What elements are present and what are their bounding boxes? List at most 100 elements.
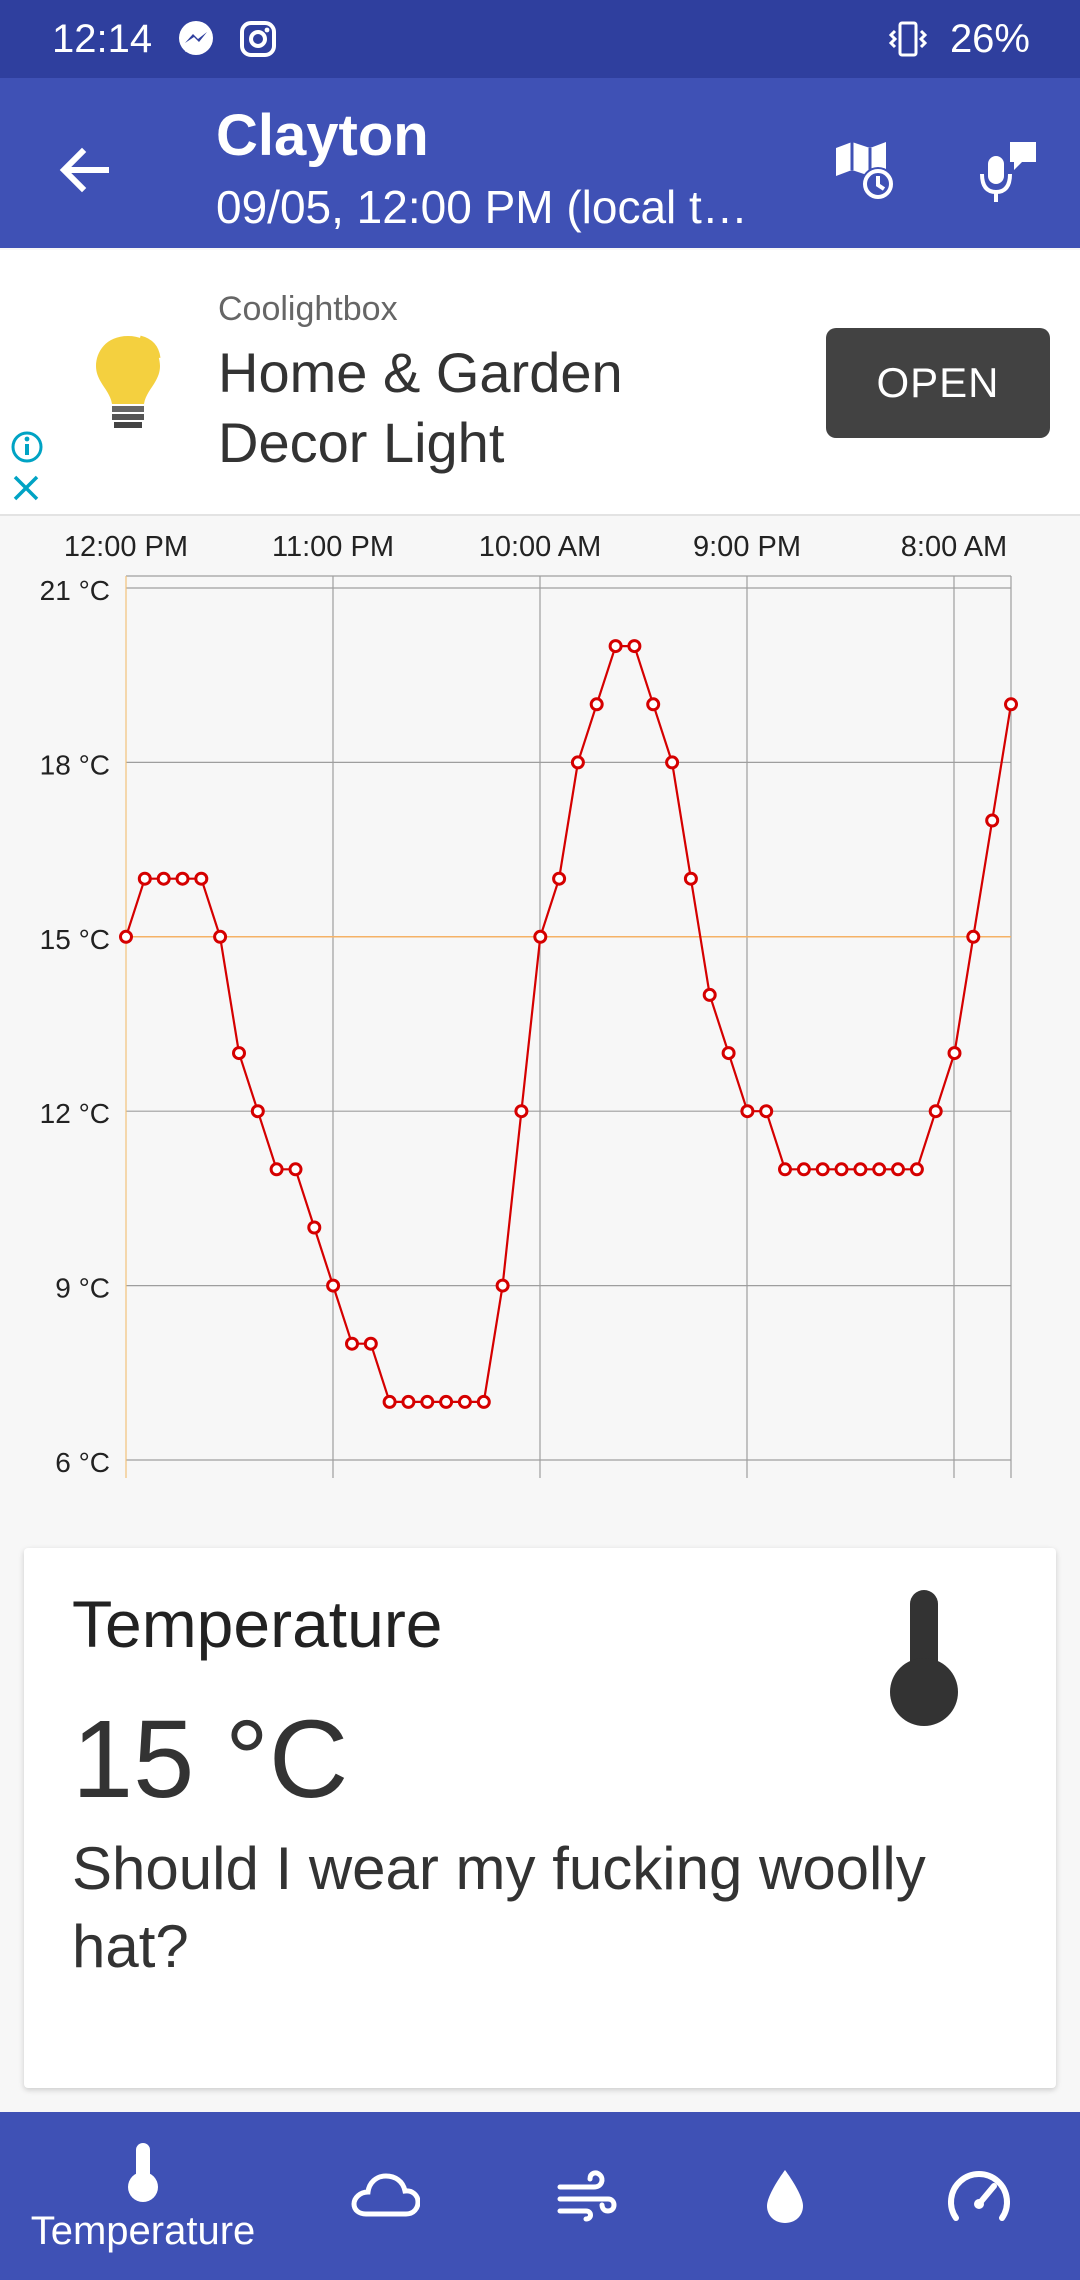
chart-x-tick-label: 9:00 PM — [693, 531, 801, 563]
chart-data-point — [721, 1046, 736, 1061]
bottom-navigation: Temperature — [0, 2112, 1080, 2280]
nav-wind[interactable] — [532, 2112, 642, 2280]
chart-y-tick-label: 12 °C — [40, 1098, 110, 1129]
wind-icon — [557, 2170, 617, 2222]
chart-data-point — [363, 1336, 378, 1351]
chart-x-tick-label: 10:00 AM — [479, 531, 602, 563]
chart-data-point — [345, 1336, 359, 1351]
thermometer-icon — [128, 2142, 158, 2202]
vibrate-icon — [888, 21, 928, 57]
chart-data-point — [288, 1162, 303, 1177]
app-bar: Clayton 09/05, 12:00 PM (local t… — [0, 78, 1080, 248]
chart-plot-area — [126, 576, 1011, 1460]
chart-data-point — [815, 1162, 830, 1177]
chart-data-point — [796, 1162, 811, 1177]
chart-data-point — [232, 1046, 246, 1061]
voice-feedback-button[interactable] — [962, 126, 1052, 216]
chart-data-point — [382, 1394, 397, 1409]
status-bar: 12:14 26% — [0, 0, 1080, 78]
chart-y-tick-label: 6 °C — [55, 1447, 110, 1478]
chart-data-point — [1004, 697, 1018, 712]
chart-data-point — [627, 639, 642, 654]
chart-data-point — [872, 1162, 887, 1177]
chart-data-point — [966, 929, 981, 944]
chart-data-point — [137, 871, 152, 886]
chart-data-point — [759, 1104, 774, 1119]
chart-data-point — [683, 871, 698, 886]
ad-open-button[interactable]: OPEN — [826, 328, 1050, 438]
nav-temperature[interactable]: Temperature — [0, 2112, 286, 2280]
mic-chat-icon — [980, 142, 1036, 202]
chart-data-point — [589, 697, 604, 712]
back-button[interactable] — [44, 130, 124, 210]
bulb-icon — [88, 328, 168, 443]
ad-close-icon[interactable] — [10, 472, 42, 509]
chart-data-point — [213, 929, 228, 944]
instagram-icon — [238, 19, 278, 59]
messenger-icon — [176, 19, 216, 59]
chart-data-point — [326, 1278, 341, 1293]
chart-data-point — [156, 871, 171, 886]
nav-clouds[interactable] — [330, 2112, 440, 2280]
map-history-button[interactable] — [820, 126, 910, 216]
ad-info-icon[interactable] — [10, 430, 44, 469]
nav-pressure[interactable] — [924, 2112, 1034, 2280]
chart-y-tick-label: 9 °C — [55, 1273, 110, 1304]
chart-y-tick-label: 21 °C — [40, 575, 110, 606]
chart-data-point — [420, 1394, 435, 1409]
chart-data-point — [928, 1104, 943, 1119]
chart-data-point — [646, 697, 661, 712]
chart-data-point — [476, 1394, 491, 1409]
card-title: Temperature — [72, 1587, 443, 1661]
chart-data-point — [740, 1104, 755, 1119]
chart-data-point — [909, 1162, 924, 1177]
chart-x-tick-label: 11:00 PM — [272, 531, 394, 563]
battery-level: 26% — [949, 16, 1030, 61]
chart-data-point — [985, 813, 1000, 828]
chart-data-point — [552, 871, 567, 886]
ad-headline: Home & Garden Decor Light — [218, 341, 623, 474]
thermometer-icon — [886, 1584, 962, 1737]
chart-y-tick-label: 15 °C — [40, 924, 110, 955]
water-drop-icon — [767, 2170, 803, 2223]
chart-data-point — [665, 755, 680, 770]
chart-x-tick-label: 12:00 PM — [64, 531, 188, 563]
map-clock-icon — [836, 142, 895, 201]
chart-data-point — [269, 1162, 284, 1177]
chart-data-point — [891, 1162, 905, 1177]
nav-precipitation[interactable] — [730, 2112, 840, 2280]
chart-data-point — [457, 1394, 472, 1409]
chart-data-point — [533, 929, 548, 944]
chart-data-point — [853, 1162, 868, 1177]
chart-data-point — [250, 1104, 265, 1119]
chart-data-point — [608, 639, 623, 654]
ad-sponsor: Coolightbox — [218, 290, 398, 328]
arrow-back-icon — [59, 147, 109, 193]
chart-data-point — [702, 987, 717, 1002]
chart-data-point — [495, 1278, 510, 1293]
chart-data-point — [401, 1394, 416, 1409]
chart-data-point — [947, 1046, 962, 1061]
ad-banner[interactable]: Coolightbox Home & Garden Decor Light OP… — [0, 250, 1080, 516]
chart-data-point — [439, 1394, 454, 1409]
location-title: Clayton — [216, 103, 429, 168]
card-message: Should I wear my fucking woolly hat? — [72, 1835, 926, 1980]
nav-temperature-label: Temperature — [30, 2208, 256, 2253]
chart-data-point — [834, 1162, 849, 1177]
chart-x-tick-label: 8:00 AM — [901, 531, 1007, 563]
chart-data-point — [119, 929, 133, 944]
status-time: 12:14 — [52, 16, 153, 61]
chart-y-tick-label: 18 °C — [40, 749, 110, 780]
chart-data-point — [175, 871, 190, 886]
chart-data-point — [570, 755, 585, 770]
cloud-icon — [351, 2173, 420, 2217]
temperature-chart: 21 °C 18 °C 15 °C 12 °C 9 °C 6 °C 12:00 PM 11:0… — [40, 531, 1018, 1478]
forecast-time-subtitle: 09/05, 12:00 PM (local t… — [216, 181, 748, 233]
chart-data-point — [307, 1220, 322, 1235]
chart-data-point — [778, 1162, 792, 1177]
chart-data-point — [194, 871, 209, 886]
gauge-icon — [948, 2171, 1010, 2221]
temperature-card: Temperature 15 °C Should I wear my fucki… — [24, 1548, 1056, 2088]
chart-data-point — [514, 1104, 529, 1119]
temperature-value: 15 °C — [72, 1698, 349, 1821]
